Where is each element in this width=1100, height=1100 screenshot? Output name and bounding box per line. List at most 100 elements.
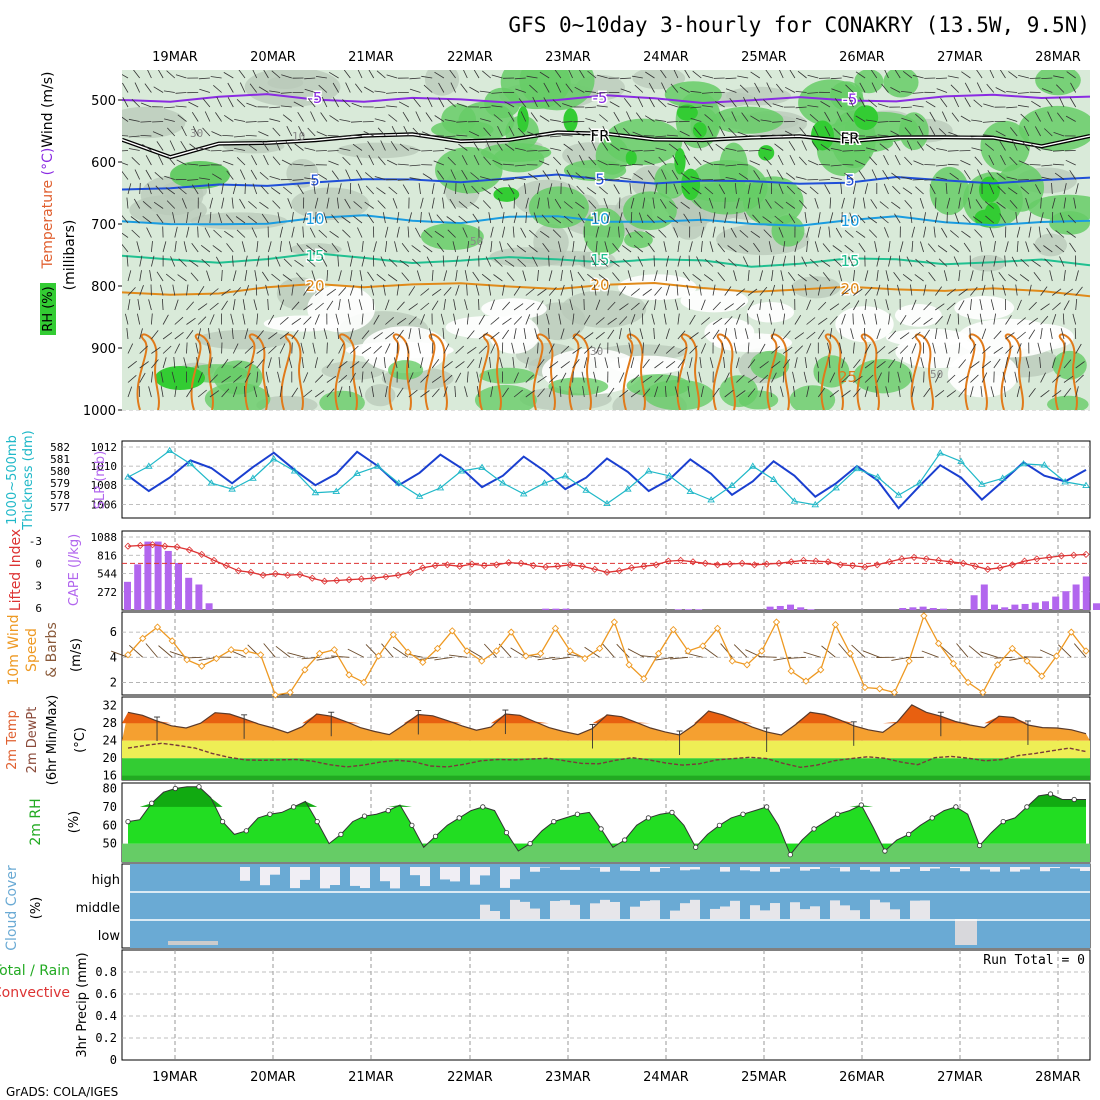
wind-barb [1063, 183, 1067, 195]
wind-barb [936, 148, 948, 151]
wind-barb [760, 147, 772, 151]
wind-barb [728, 127, 737, 137]
wind-barb [377, 127, 386, 137]
slp-label: SLP (mb) [93, 451, 108, 510]
wind-barb [576, 185, 585, 195]
cape-bar [1052, 596, 1060, 610]
rh-saturated-area [517, 106, 529, 133]
wind-barb [1059, 212, 1065, 224]
wind-barb [818, 164, 831, 166]
wind-barb [1040, 372, 1046, 383]
wind-barb [679, 86, 690, 93]
cape-bar [766, 606, 774, 610]
wind-barb [970, 343, 977, 354]
wind-barb [875, 386, 878, 398]
wind-barb [841, 374, 850, 383]
wind-barb [923, 301, 932, 311]
wind-barb [560, 361, 570, 369]
wind-barb [347, 241, 351, 253]
wind-barb [829, 197, 832, 209]
wind-point [684, 647, 692, 655]
wind-barb [232, 255, 234, 267]
wind-barb [271, 273, 281, 282]
date-label-bottom: 28MAR [1035, 1070, 1081, 1085]
wind-barb-10m [129, 644, 144, 658]
wind-barb [328, 71, 339, 79]
wind-barb [239, 169, 246, 180]
wind-barb [971, 147, 983, 151]
wind-barb [376, 273, 386, 282]
wind-barb [759, 343, 766, 354]
wind-barb-10m [851, 644, 866, 658]
wind-barb [338, 374, 348, 383]
wind-barb [267, 298, 269, 311]
wind-barb [469, 86, 480, 93]
isotherm-label: -5 [308, 89, 323, 107]
li-point [640, 562, 648, 570]
wind-barb [304, 77, 316, 80]
wind-barb [677, 358, 685, 369]
wind-barb [704, 186, 714, 195]
wind-point [1067, 628, 1075, 636]
wind-barb [759, 374, 769, 383]
wind-barb [700, 386, 704, 398]
wind-barb [841, 390, 851, 398]
cloud-high-cell [800, 867, 810, 871]
thickness-point [145, 462, 153, 469]
wind-barb [409, 177, 421, 180]
wind-barb [162, 332, 173, 340]
wind-barb [813, 125, 819, 137]
wind-barb [947, 75, 959, 79]
wind-barb [692, 273, 702, 282]
wind-barb [537, 183, 540, 195]
chart-title: GFS 0~10day 3-hourly for CONAKRY (13.5W,… [508, 13, 1090, 37]
wind-barb [1075, 298, 1078, 311]
wind-barb [827, 342, 831, 354]
thickness-point [686, 487, 695, 494]
date-label-top: 21MAR [348, 50, 394, 65]
wind-barb [1017, 104, 1029, 108]
wind-barb [607, 226, 611, 238]
wind-barb [221, 388, 230, 398]
wind-barb [993, 313, 996, 325]
thickness-point [998, 474, 1007, 481]
wind-point [743, 661, 751, 669]
cloud-high-cell [510, 867, 520, 880]
wind-barb [455, 361, 465, 369]
cloud-high-cell [260, 867, 270, 886]
wind-barb [944, 342, 948, 354]
series-2m-temp [127, 704, 1087, 736]
rh-point [290, 804, 297, 810]
wind-point [890, 688, 899, 697]
wind-barb [703, 274, 714, 282]
wind-barb [234, 119, 246, 122]
cloud-high-cell [990, 867, 1000, 872]
wind-barb [984, 143, 995, 151]
wind-barb [785, 201, 796, 209]
wind-barb [268, 241, 272, 253]
wind-barb [198, 177, 210, 180]
wind-barb [924, 179, 936, 181]
temp-label: Temperature [40, 175, 56, 269]
wind-barb [759, 286, 768, 296]
wind-barb [365, 185, 374, 195]
wind-barb [603, 198, 609, 209]
wind-barb [613, 184, 620, 195]
wind-barb [151, 330, 159, 340]
wind-barb [712, 226, 716, 238]
wind-barb [304, 147, 316, 151]
cloud-middle-cell [710, 908, 720, 919]
li-point [210, 556, 218, 564]
li-point [799, 556, 808, 564]
wind-barb [466, 330, 475, 340]
wind-barb [215, 256, 222, 267]
date-label-top: 25MAR [741, 50, 787, 65]
wind-barb [596, 105, 608, 108]
wind-barb [452, 241, 456, 253]
wind-barb-10m [434, 656, 453, 661]
wind-barb [392, 198, 398, 209]
wind-barb [989, 183, 995, 195]
wind-barb [202, 98, 211, 108]
wind-barb [620, 177, 632, 180]
wind-barb [807, 105, 819, 108]
